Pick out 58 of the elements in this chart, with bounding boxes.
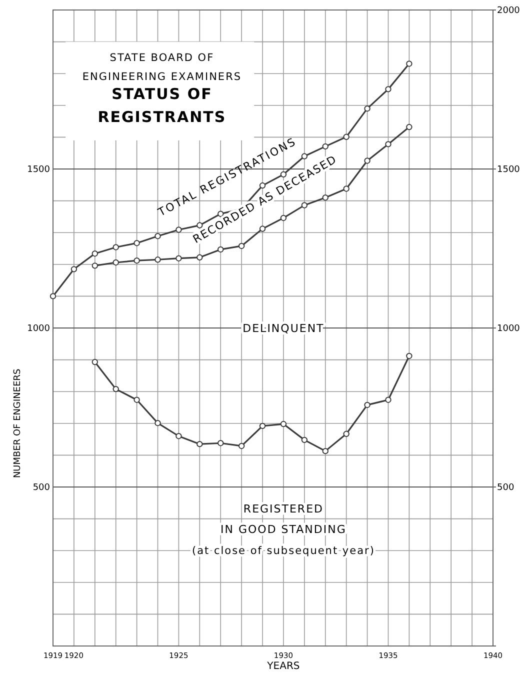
point	[218, 440, 224, 446]
point	[238, 442, 245, 450]
point	[406, 352, 412, 360]
point	[259, 226, 266, 232]
point	[238, 242, 245, 250]
point	[112, 386, 119, 392]
point	[301, 202, 308, 208]
point	[154, 233, 161, 240]
point	[280, 214, 287, 222]
point	[322, 143, 328, 150]
point	[218, 246, 224, 253]
y-tick-label: 1500	[27, 165, 50, 175]
point	[406, 60, 412, 67]
point	[92, 358, 98, 366]
annotation: (at close of subsequent year)	[192, 544, 375, 557]
point	[406, 124, 412, 130]
point	[196, 440, 203, 448]
point	[176, 255, 182, 262]
y-tick-label: 500	[32, 483, 50, 493]
text: STATE BOARD OF ENGINEERING EXAMINERS	[82, 52, 242, 83]
point	[322, 194, 328, 201]
x-axis-title: YEARS	[266, 661, 300, 672]
point	[364, 105, 370, 112]
point	[301, 436, 308, 444]
y-tick-label: 1000	[27, 324, 50, 334]
point	[343, 186, 350, 192]
point	[280, 420, 287, 428]
y-axis-title: NUMBER OF ENGINEERS	[13, 368, 23, 478]
point	[176, 226, 182, 233]
point	[154, 256, 161, 263]
annotation: REGISTERED	[243, 502, 324, 516]
y2-tick-label: 1500	[497, 165, 520, 175]
point	[176, 433, 182, 440]
point	[259, 422, 266, 430]
point	[50, 293, 56, 300]
point	[70, 266, 78, 272]
point	[364, 402, 370, 408]
y2-tick-label: 2000	[497, 6, 520, 16]
point	[322, 448, 328, 454]
text: STATUS OF REGISTRANTS	[98, 85, 226, 126]
point	[343, 430, 350, 437]
point	[154, 420, 161, 426]
point	[385, 396, 392, 403]
point	[196, 254, 203, 261]
point	[385, 141, 392, 148]
point	[134, 240, 140, 246]
point	[92, 262, 98, 269]
point	[92, 250, 98, 257]
point	[112, 244, 119, 250]
point	[343, 134, 350, 140]
point	[385, 86, 392, 92]
point	[364, 158, 370, 164]
point	[134, 396, 140, 403]
point	[134, 257, 140, 264]
annotation: IN GOOD STANDING	[220, 523, 346, 536]
point	[112, 259, 119, 266]
y2-tick-label: 1000	[497, 324, 520, 334]
y2-tick-label: 500	[497, 483, 514, 493]
